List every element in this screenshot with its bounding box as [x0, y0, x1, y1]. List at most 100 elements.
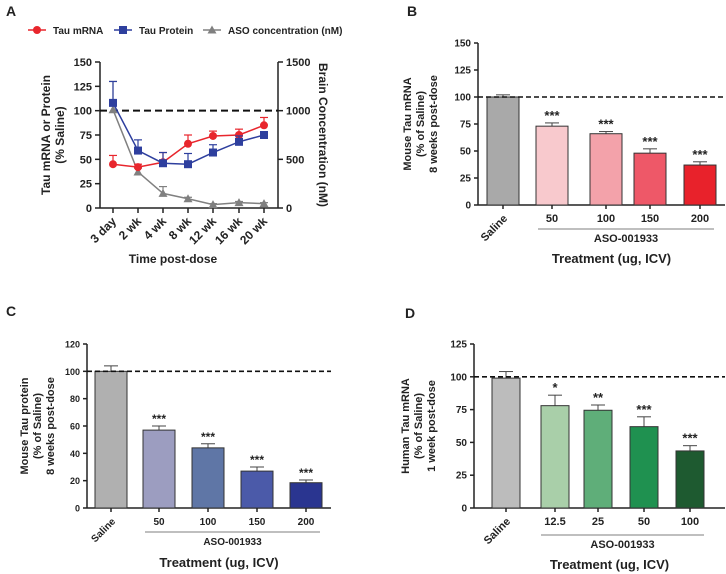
significance-label: *** [250, 453, 264, 467]
y-tick-label: 25 [80, 179, 92, 191]
y-tick-label: 50 [80, 154, 92, 166]
x-tick-label: Saline [482, 516, 513, 547]
x-tick-label: 150 [641, 213, 659, 225]
bar [589, 133, 623, 206]
y-tick-label: 0 [86, 203, 92, 215]
y-axis-title: (% of Saline) [413, 393, 425, 459]
significance-label: *** [692, 147, 708, 162]
series-tau-protein [109, 80, 268, 169]
bar-group: *** 50 [535, 108, 569, 225]
y-tick-label: 75 [456, 405, 468, 416]
panel-d-bar-chart: 0 25 50 75 100 125 Saline * 12.5 ** 25 *** 50 *** 100 A… [400, 340, 725, 572]
legend-marker [207, 25, 217, 34]
y-tick-label: 100 [74, 106, 92, 118]
panel-b-bar-chart: 0255075100125150Saline***50***100***150*… [402, 39, 725, 266]
bar-group: *** 100 [191, 430, 225, 528]
data-point [208, 200, 218, 209]
y-axis-title: (% of Saline) [32, 393, 44, 459]
bar-group: *** 100 [589, 117, 623, 225]
y-tick-label: 120 [65, 340, 80, 350]
y-tick-label: 150 [454, 39, 471, 50]
x-tick-label: 25 [592, 516, 604, 528]
x-tick-label: 20 wk [237, 214, 270, 247]
y-axis-title: 8 weeks post-dose [428, 75, 440, 173]
data-point [109, 160, 117, 169]
y-tick-label: 80 [70, 394, 80, 404]
x-tick-label: 100 [597, 213, 615, 225]
bar [142, 429, 176, 509]
y-tick-label: 125 [74, 81, 92, 93]
panel-a-line-chart: Tau mRNA Tau Protein ASO concentration (nM… [28, 25, 342, 266]
bar [94, 370, 128, 509]
x-axis-title: Time post-dose [129, 252, 218, 266]
x-tick-label: 50 [153, 517, 165, 528]
bar-group: *** 150 [633, 134, 667, 225]
significance-label: ** [593, 390, 604, 405]
y-axis-title: Mouse Tau mRNA [402, 77, 414, 170]
y-tick-label: 25 [456, 471, 468, 482]
bar [289, 482, 323, 509]
data-point [184, 160, 192, 169]
data-point [234, 198, 244, 207]
legend-item: Tau Protein [114, 26, 193, 37]
y-axis-title: Human Tau mRNA [400, 378, 412, 474]
x-tick-label: 50 [638, 516, 650, 528]
data-point [260, 131, 268, 139]
legend-marker [119, 26, 127, 34]
x-tick-label: 12 wk [186, 214, 219, 247]
y-tick-label: 25 [460, 174, 472, 185]
data-point [109, 98, 117, 107]
y-tick-label: 50 [460, 147, 472, 158]
data-point [184, 139, 192, 148]
significance-label: *** [642, 134, 658, 149]
bar-group: *** 50 [142, 412, 176, 528]
x-tick-label: 100 [200, 517, 217, 528]
bar [486, 96, 520, 206]
y-axis-title: Mouse Tau protein [19, 377, 31, 474]
bar [540, 405, 570, 509]
bar-group: ** 25 [583, 390, 613, 528]
group-label: ASO-001933 [594, 233, 658, 245]
bar [491, 377, 521, 509]
y-tick-label: 0 [75, 504, 80, 514]
panel-label-b: B [407, 3, 417, 19]
bar [240, 470, 274, 509]
y-tick-label: 100 [65, 367, 80, 377]
data-point [108, 105, 118, 114]
bar-group: Saline [479, 94, 520, 244]
y-tick-label: 0 [465, 201, 471, 212]
y2-tick-label: 500 [286, 154, 304, 166]
data-point [260, 121, 268, 130]
data-point [134, 163, 142, 172]
y-tick-label: 150 [74, 57, 92, 69]
data-point [259, 199, 269, 208]
bar-group: Saline [90, 365, 128, 545]
significance-label: *** [636, 402, 652, 417]
y-tick-label: 100 [454, 93, 471, 104]
x-tick-label: 4 wk [141, 214, 170, 243]
data-point [159, 159, 167, 168]
data-point [158, 188, 168, 197]
data-point [235, 131, 243, 139]
panel-label-a: A [6, 3, 16, 19]
data-point [209, 148, 217, 157]
bar [583, 409, 613, 509]
bar [675, 450, 705, 509]
bar-group: *** 100 [675, 431, 705, 528]
y-axis-title: 8 weeks post-dose [45, 377, 57, 475]
bar [633, 152, 667, 206]
x-tick-label: 200 [298, 517, 315, 528]
x-tick-label: Saline [90, 516, 119, 545]
significance-label: *** [544, 108, 560, 123]
y-tick-label: 75 [80, 130, 92, 142]
legend-label: Tau Protein [139, 26, 193, 37]
bar [683, 164, 717, 206]
significance-label: *** [152, 412, 166, 426]
y-tick-label: 0 [461, 504, 467, 515]
panel-label-d: D [405, 305, 415, 321]
y-tick-label: 100 [450, 372, 467, 383]
significance-label: * [552, 380, 558, 395]
x-tick-label: 3 day [88, 214, 120, 246]
bar [191, 447, 225, 509]
